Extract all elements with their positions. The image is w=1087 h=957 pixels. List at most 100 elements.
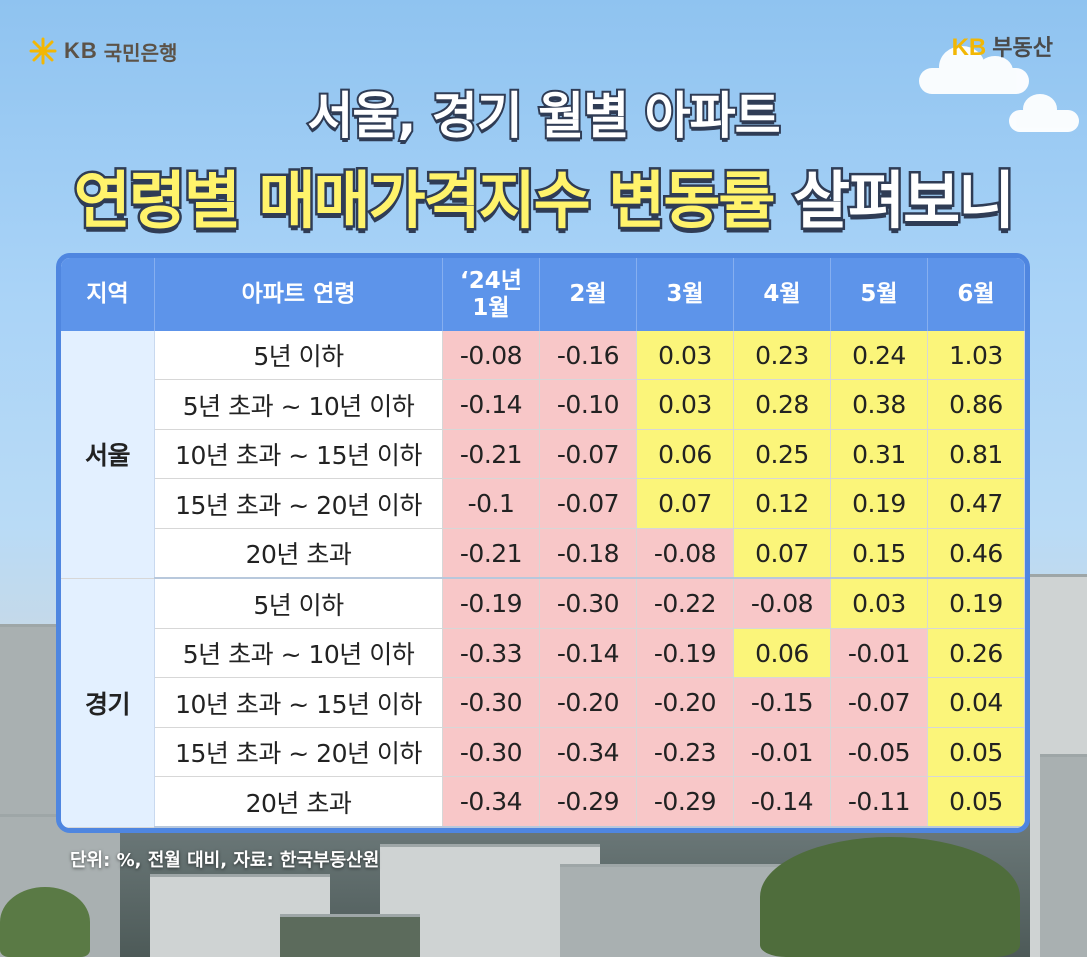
column-header-month: 4월 [733,258,831,331]
value-cell: 0.03 [636,379,734,430]
value-cell: -0.1 [442,478,540,529]
column-header-month: 3월 [636,258,734,331]
value-cell: -0.01 [733,727,831,778]
value-cell: 0.47 [927,478,1025,529]
region-cell: 경기 [61,578,155,828]
value-cell: 0.23 [733,331,831,381]
source-footnote: 단위: %, 전월 대비, 자료: 한국부동산원 [70,850,380,871]
column-header-month: ‘24년 1월 [442,258,540,331]
age-cell: 10년 초과 ~ 15년 이하 [154,429,443,480]
value-cell: -0.15 [733,677,831,728]
price-index-table: 지역 아파트 연령 ‘24년 1월 2월 3월 4월 5월 6월 서울 5년 이하 -0.08 -0.… [61,258,1025,828]
value-cell: -0.07 [539,429,637,480]
column-header-month: 5월 [830,258,928,331]
value-cell: 0.25 [733,429,831,480]
cloud-decoration [919,46,1029,94]
value-cell: 0.81 [927,429,1025,480]
table-body: 서울 5년 이하 -0.08 -0.16 0.03 0.23 0.24 1.03 5년 초과 ~… [61,331,1025,828]
table-row: 경기 5년 이하 -0.19 -0.30 -0.22 -0.08 0.03 0.19 [61,578,1025,828]
kb-real-estate-logo: KB 부동산 [952,30,1053,62]
kb-star-icon [29,37,57,65]
value-cell: 0.86 [927,379,1025,430]
value-cell: 0.15 [830,528,928,580]
table-header-row: 지역 아파트 연령 ‘24년 1월 2월 3월 4월 5월 6월 [61,258,1025,331]
table-row: 15년 초과 ~ 20년 이하 -0.1 -0.07 0.07 0.12 0.19 0.47 [61,478,1025,529]
age-cell: 20년 초과 [154,528,443,580]
title-line-2: 연령별 매매가격지수 변동률 살펴보니 [0,150,1087,240]
value-cell: 0.04 [927,677,1025,728]
age-cell: 10년 초과 ~ 15년 이하 [154,677,443,728]
value-cell: 0.03 [636,331,734,381]
value-cell: -0.08 [636,528,734,580]
value-cell: -0.14 [733,776,831,828]
value-cell: 0.19 [927,578,1025,629]
table-row: 서울 5년 이하 -0.08 -0.16 0.03 0.23 0.24 1.03 [61,331,1025,579]
value-cell: 0.46 [927,528,1025,580]
table-row: 20년 초과 -0.34 -0.29 -0.29 -0.14 -0.11 0.05 [61,776,1025,828]
value-cell: -0.21 [442,429,540,480]
column-header-age: 아파트 연령 [154,258,443,331]
value-cell: 0.28 [733,379,831,430]
value-cell: -0.07 [830,677,928,728]
value-cell: 0.07 [733,528,831,580]
city-background [0,537,1087,957]
value-cell: -0.22 [636,578,734,629]
value-cell: -0.34 [442,776,540,828]
value-cell: -0.10 [539,379,637,430]
value-cell: -0.33 [442,628,540,679]
value-cell: 0.07 [636,478,734,529]
logo-service-name: 부동산 [992,36,1053,61]
value-cell: 0.24 [830,331,928,381]
column-header-month: 6월 [927,258,1025,331]
value-cell: 0.19 [830,478,928,529]
value-cell: -0.30 [442,727,540,778]
table-row: 20년 초과 -0.21 -0.18 -0.08 0.07 0.15 0.46 [61,528,1025,580]
value-cell: -0.20 [636,677,734,728]
value-cell: 0.31 [830,429,928,480]
age-cell: 5년 이하 [154,331,443,381]
value-cell: -0.23 [636,727,734,778]
value-cell: -0.20 [539,677,637,728]
table-row: 15년 초과 ~ 20년 이하 -0.30 -0.34 -0.23 -0.01 -0.05… [61,727,1025,778]
age-cell: 5년 초과 ~ 10년 이하 [154,379,443,430]
value-cell: 0.38 [830,379,928,430]
value-cell: 0.06 [733,628,831,679]
value-cell: 0.05 [927,727,1025,778]
value-cell: -0.01 [830,628,928,679]
value-cell: -0.16 [539,331,637,381]
title-line-1: 서울, 경기 월별 아파트 [305,85,782,147]
value-cell: -0.08 [442,331,540,381]
value-cell: -0.29 [539,776,637,828]
table-row: 5년 초과 ~ 10년 이하 -0.14 -0.10 0.03 0.28 0.38 0.86 [61,379,1025,430]
logo-brand: KB [64,38,98,63]
value-cell: 0.06 [636,429,734,480]
value-cell: 1.03 [927,331,1025,381]
title-suffix: 살펴보니 [791,162,1018,240]
value-cell: 0.26 [927,628,1025,679]
value-cell: 0.03 [830,578,928,629]
value-cell: -0.21 [442,528,540,580]
value-cell: -0.14 [539,628,637,679]
logo-bank-name: 국민은행 [103,40,178,65]
title-highlight: 연령별 매매가격지수 변동률 [71,162,778,240]
value-cell: -0.29 [636,776,734,828]
age-cell: 20년 초과 [154,776,443,828]
age-cell: 15년 초과 ~ 20년 이하 [154,478,443,529]
data-table-card: 지역 아파트 연령 ‘24년 1월 2월 3월 4월 5월 6월 서울 5년 이하 -0.08 -0.… [56,253,1030,833]
column-header-month: 2월 [539,258,637,331]
value-cell: -0.05 [830,727,928,778]
value-cell: -0.34 [539,727,637,778]
kb-kookmin-bank-logo: KB 국민은행 [28,36,177,66]
age-cell: 5년 초과 ~ 10년 이하 [154,628,443,679]
cloud-decoration [1009,94,1079,132]
value-cell: -0.19 [442,578,540,629]
table-row: 10년 초과 ~ 15년 이하 -0.30 -0.20 -0.20 -0.15 -0.07… [61,677,1025,728]
table-row: 5년 초과 ~ 10년 이하 -0.33 -0.14 -0.19 0.06 -0.01 0.… [61,628,1025,679]
value-cell: -0.19 [636,628,734,679]
value-cell: -0.08 [733,578,831,629]
region-cell: 서울 [61,331,155,579]
table-row: 10년 초과 ~ 15년 이하 -0.21 -0.07 0.06 0.25 0.31 0.8… [61,429,1025,480]
value-cell: -0.30 [442,677,540,728]
value-cell: -0.18 [539,528,637,580]
